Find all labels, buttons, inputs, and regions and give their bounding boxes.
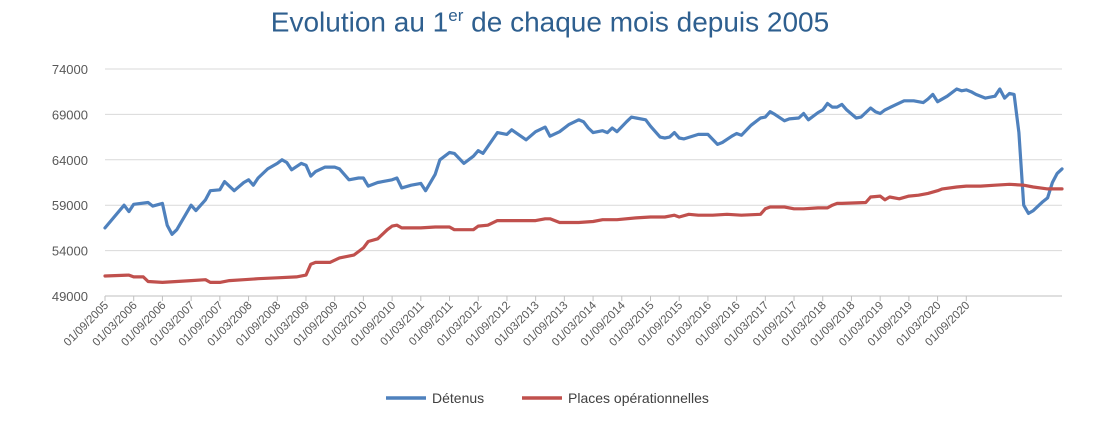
legend-label: Détenus [432,390,484,406]
y-tick-label: 59000 [52,198,88,213]
x-axis-ticks: 01/09/200501/03/200601/09/200601/03/2007… [62,296,972,349]
series-lines [103,87,1064,284]
y-tick-label: 69000 [52,107,88,122]
y-tick-label: 74000 [52,62,88,77]
series-line-places [103,182,1064,284]
legend-label: Places opérationnelles [568,390,709,406]
chart-title: Evolution au 1er de chaque mois depuis 2… [270,6,830,38]
y-tick-label: 64000 [52,153,88,168]
legend: Détenus Places opérationnelles [386,390,709,406]
gridlines [105,68,1062,297]
series-line-detenus [103,87,1064,236]
y-tick-label: 54000 [52,244,88,259]
y-axis-ticks: 49000 54000 59000 64000 69000 74000 [52,62,88,304]
y-tick-label: 49000 [52,289,88,304]
